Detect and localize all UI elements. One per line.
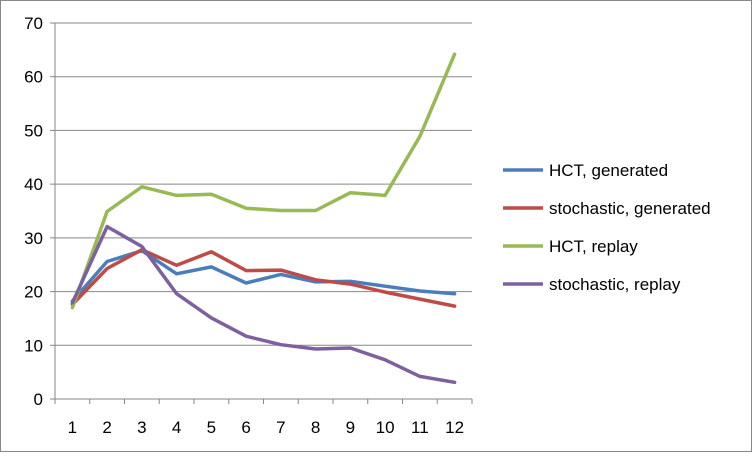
x-tick-label: 1 bbox=[68, 418, 77, 437]
x-tick-label: 12 bbox=[445, 418, 464, 437]
y-tick-label: 50 bbox=[24, 121, 43, 140]
legend-label-1: stochastic, generated bbox=[549, 199, 711, 218]
legend-label-0: HCT, generated bbox=[549, 161, 668, 180]
x-tick-label: 4 bbox=[172, 418, 181, 437]
series-line-3 bbox=[70, 224, 457, 385]
x-tick-label: 6 bbox=[241, 418, 250, 437]
y-tick-label: 20 bbox=[24, 283, 43, 302]
x-tick-label: 10 bbox=[376, 418, 395, 437]
x-tick-label: 9 bbox=[346, 418, 355, 437]
y-tick-label: 30 bbox=[24, 229, 43, 248]
x-tick-label: 7 bbox=[276, 418, 285, 437]
y-tick-label: 40 bbox=[24, 175, 43, 194]
x-tick-label: 3 bbox=[137, 418, 146, 437]
legend-label-2: HCT, replay bbox=[549, 237, 638, 256]
y-tick-label: 70 bbox=[24, 14, 43, 33]
y-tick-label: 60 bbox=[24, 68, 43, 87]
y-tick-label: 10 bbox=[24, 336, 43, 355]
series-lines bbox=[70, 52, 457, 385]
x-tick-label: 11 bbox=[411, 418, 429, 437]
series-line-2 bbox=[70, 52, 457, 310]
series-line-1 bbox=[70, 247, 457, 308]
legend: HCT, generated stochastic, generated HCT, … bbox=[503, 161, 711, 294]
legend-label-3: stochastic, replay bbox=[549, 275, 681, 294]
x-tick-label: 8 bbox=[311, 418, 320, 437]
x-tick-label: 2 bbox=[102, 418, 111, 437]
x-tick-label: 5 bbox=[207, 418, 216, 437]
y-tick-label: 0 bbox=[34, 390, 43, 409]
